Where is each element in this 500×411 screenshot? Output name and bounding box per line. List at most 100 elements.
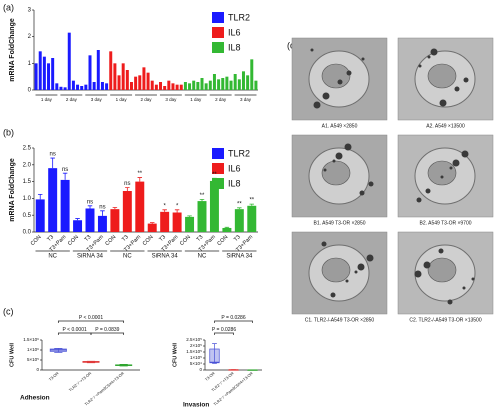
organelle [330, 292, 336, 298]
y-tick-label: 0 [36, 367, 39, 372]
bar [47, 63, 51, 90]
organelle [430, 48, 438, 56]
x-tick-label: T3-OR [204, 371, 215, 382]
error-bar [249, 203, 255, 206]
y-tick-label: 2.0 [23, 162, 32, 168]
organelle [346, 70, 352, 76]
bar [142, 67, 146, 90]
bar [229, 80, 233, 90]
group-label: 3 day [91, 97, 103, 102]
organelle [427, 55, 431, 59]
group-label: SiRNA 34 [226, 254, 253, 260]
significance-label: ** [137, 171, 142, 177]
bar [92, 82, 96, 90]
y-tick-label: 2 [28, 34, 32, 40]
significance-label: * [163, 203, 166, 209]
organelle [416, 197, 422, 203]
bar [163, 86, 167, 90]
bar [138, 75, 142, 90]
error-bar [174, 209, 180, 213]
panel-label: (a) [3, 2, 14, 12]
y-tick-label: 5×10⁴ [190, 361, 202, 366]
bar [208, 80, 212, 90]
bar [200, 78, 204, 90]
group-label: 1 day [190, 97, 202, 102]
organelle [368, 181, 374, 187]
bar [100, 82, 104, 90]
organelle [452, 159, 460, 167]
organelle [310, 48, 314, 52]
x-tick-label: T3 [46, 234, 55, 243]
y-tick-label: 5×10⁵ [27, 357, 39, 362]
legend-label: IL6 [228, 163, 241, 173]
significance-label: ns [62, 167, 68, 173]
y-tick-label: 1.5×10⁵ [186, 349, 202, 354]
y-tick-label: 1 [28, 61, 32, 67]
bar [154, 84, 158, 90]
bar [85, 208, 95, 232]
organelle [471, 277, 475, 281]
x-tick-label: CON [216, 234, 229, 247]
legend-swatch [212, 178, 224, 189]
error-bar [62, 172, 68, 180]
y-tick-label: 3 [28, 8, 32, 14]
bar [76, 84, 80, 90]
y-tick-label: 2.5 [23, 146, 32, 152]
bar [234, 209, 244, 232]
bar [159, 82, 163, 90]
bar [233, 74, 237, 90]
legend-swatch [212, 12, 224, 23]
group-label: SiRNA 34 [77, 254, 104, 260]
y-tick-label: 1.5×10⁶ [23, 337, 39, 342]
y-tick-label: 1.5 [23, 179, 32, 185]
micrograph-caption: C2. TLR2-/-A549 T3-OR ×13500 [409, 317, 481, 323]
organelle [461, 150, 469, 158]
bar [150, 80, 154, 90]
x-tick-label: T3-OR [48, 371, 59, 382]
x-tick-label: CON [104, 234, 117, 247]
error-bar [125, 187, 130, 192]
comparison-bracket [90, 332, 125, 335]
micrograph-caption: A1. A549 ×2850 [322, 123, 358, 129]
bar [188, 83, 192, 90]
bar [117, 75, 121, 90]
x-tick-label: CON [30, 234, 43, 247]
bar [160, 211, 170, 232]
bar [204, 83, 208, 90]
p-value-label: P = 0.0286 [221, 315, 245, 321]
micrograph-caption: A2. A549 ×13500 [426, 123, 465, 129]
bar [246, 75, 250, 90]
bar [212, 74, 216, 90]
significance-label: ** [249, 198, 254, 204]
x-tick-label: CON [142, 234, 155, 247]
organelle [323, 168, 327, 172]
organelle [449, 166, 453, 170]
significance-label: ns [99, 204, 105, 210]
bar [172, 212, 182, 232]
bar [71, 80, 75, 90]
y-tick-label: 1.0 [23, 196, 32, 202]
group-label: SiRNA 34 [152, 254, 179, 260]
bar [55, 83, 59, 90]
x-tick-label: T3 [84, 234, 93, 243]
nucleus [427, 160, 457, 186]
micrograph-caption: B1. A549 T3-OR ×2850 [313, 220, 365, 226]
bar [167, 80, 171, 90]
bar [121, 63, 125, 90]
legend-swatch [212, 163, 224, 174]
bar [113, 63, 117, 90]
y-tick-label: 2×10⁵ [190, 343, 202, 348]
bar [97, 215, 107, 232]
organelle [354, 270, 358, 274]
bar [48, 168, 58, 232]
organelle [447, 299, 453, 305]
bar [122, 191, 132, 232]
y-tick-label: 0.5 [23, 213, 32, 219]
bar [34, 63, 38, 90]
organelle [454, 86, 460, 92]
organelle [418, 64, 422, 68]
x-tick-label: T3 [158, 234, 167, 243]
bar [135, 181, 145, 232]
bar [63, 87, 67, 90]
